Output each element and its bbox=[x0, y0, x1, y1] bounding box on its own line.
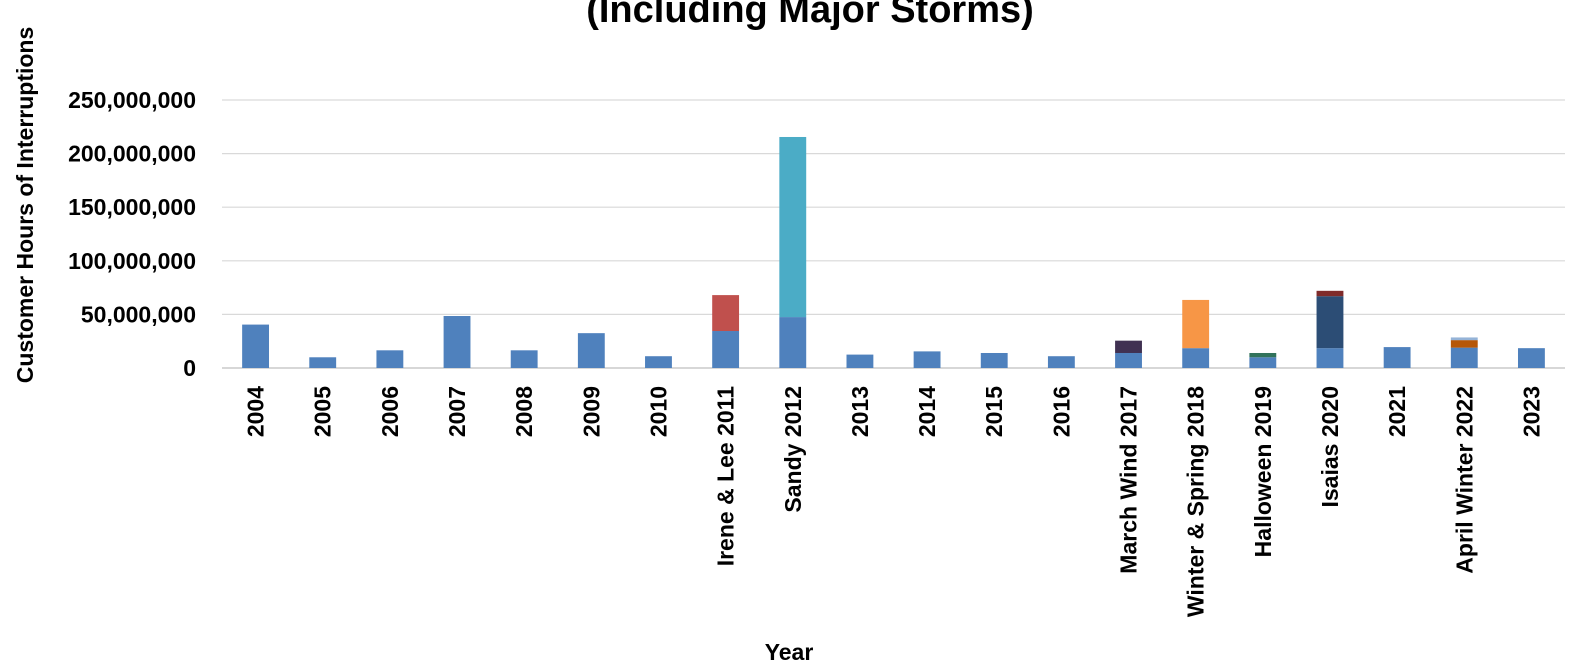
bar-segment bbox=[1115, 352, 1142, 368]
bar-segment bbox=[1115, 340, 1142, 353]
y-tick-label: 100,000,000 bbox=[68, 248, 196, 274]
bar-segment bbox=[980, 352, 1008, 368]
x-tick-label: 2006 bbox=[377, 386, 403, 437]
y-tick-label: 200,000,000 bbox=[68, 141, 196, 167]
bar-segment bbox=[846, 354, 874, 368]
x-tick-label: 2010 bbox=[645, 386, 671, 437]
bar-segment bbox=[1047, 356, 1075, 368]
x-tick-label: Halloween 2019 bbox=[1250, 386, 1276, 557]
bar-segment bbox=[1249, 352, 1277, 358]
bar-segment bbox=[242, 324, 270, 368]
bar-segment bbox=[577, 333, 605, 368]
bar-segment bbox=[779, 136, 807, 318]
x-tick-label: March Wind 2017 bbox=[1116, 386, 1142, 574]
bar-segment bbox=[1383, 347, 1411, 368]
bar-segment bbox=[1316, 348, 1344, 368]
bar-segment bbox=[645, 356, 672, 368]
x-tick-label: Sandy 2012 bbox=[780, 386, 806, 513]
x-tick-label: Irene & Lee 2011 bbox=[713, 386, 739, 566]
x-tick-label: 2023 bbox=[1518, 386, 1544, 437]
bar-segment bbox=[712, 295, 740, 332]
gridlines bbox=[222, 99, 1565, 369]
x-tick-label: 2013 bbox=[847, 386, 873, 437]
bar-segment bbox=[1316, 290, 1344, 297]
x-axis-ticks: 2004 2005 2006 2007 2008 2009 2010 Irene & Lee … bbox=[243, 386, 1545, 617]
x-tick-label: 2009 bbox=[578, 386, 604, 437]
bar-segment bbox=[1182, 348, 1210, 368]
bar-segment bbox=[376, 350, 404, 368]
bar-segment bbox=[712, 331, 740, 368]
x-tick-label: 2021 bbox=[1384, 386, 1410, 437]
y-tick-label: 250,000,000 bbox=[68, 87, 196, 113]
bar-segment bbox=[1316, 296, 1344, 349]
x-tick-label: 2015 bbox=[981, 386, 1007, 437]
x-tick-label: April Winter 2022 bbox=[1451, 386, 1477, 574]
bar-segment bbox=[1450, 340, 1478, 348]
chart-title: (Including Major Storms) bbox=[586, 0, 1034, 31]
bar-segment bbox=[779, 317, 807, 368]
y-tick-label: 50,000,000 bbox=[81, 301, 196, 327]
bar-segment bbox=[1517, 348, 1545, 368]
y-tick-label: 150,000,000 bbox=[68, 194, 196, 220]
bar-segment bbox=[510, 350, 538, 368]
x-tick-label: Isaias 2020 bbox=[1317, 386, 1343, 508]
bars bbox=[242, 136, 1545, 368]
x-tick-label: 2007 bbox=[444, 386, 470, 437]
x-tick-label: Winter & Spring 2018 bbox=[1183, 386, 1209, 617]
x-axis-label: Year bbox=[765, 639, 814, 665]
y-tick-label: 0 bbox=[183, 355, 196, 381]
y-axis-label: Customer Hours of Interruptions bbox=[12, 27, 38, 384]
bar-segment bbox=[1450, 337, 1478, 341]
bar-segment bbox=[913, 351, 941, 368]
x-tick-label: 2004 bbox=[243, 386, 269, 437]
bar-segment bbox=[309, 357, 337, 368]
bar-segment bbox=[1182, 299, 1210, 349]
x-tick-label: 2016 bbox=[1048, 386, 1074, 437]
x-tick-label: 2005 bbox=[310, 386, 336, 437]
y-axis-ticks: 0 50,000,000 100,000,000 150,000,000 200,000… bbox=[68, 87, 196, 381]
x-tick-label: 2008 bbox=[511, 386, 537, 437]
x-tick-label: 2014 bbox=[914, 386, 940, 437]
bar-segment bbox=[1450, 347, 1478, 368]
bar-segment bbox=[443, 316, 471, 368]
bar-segment bbox=[1249, 357, 1277, 368]
